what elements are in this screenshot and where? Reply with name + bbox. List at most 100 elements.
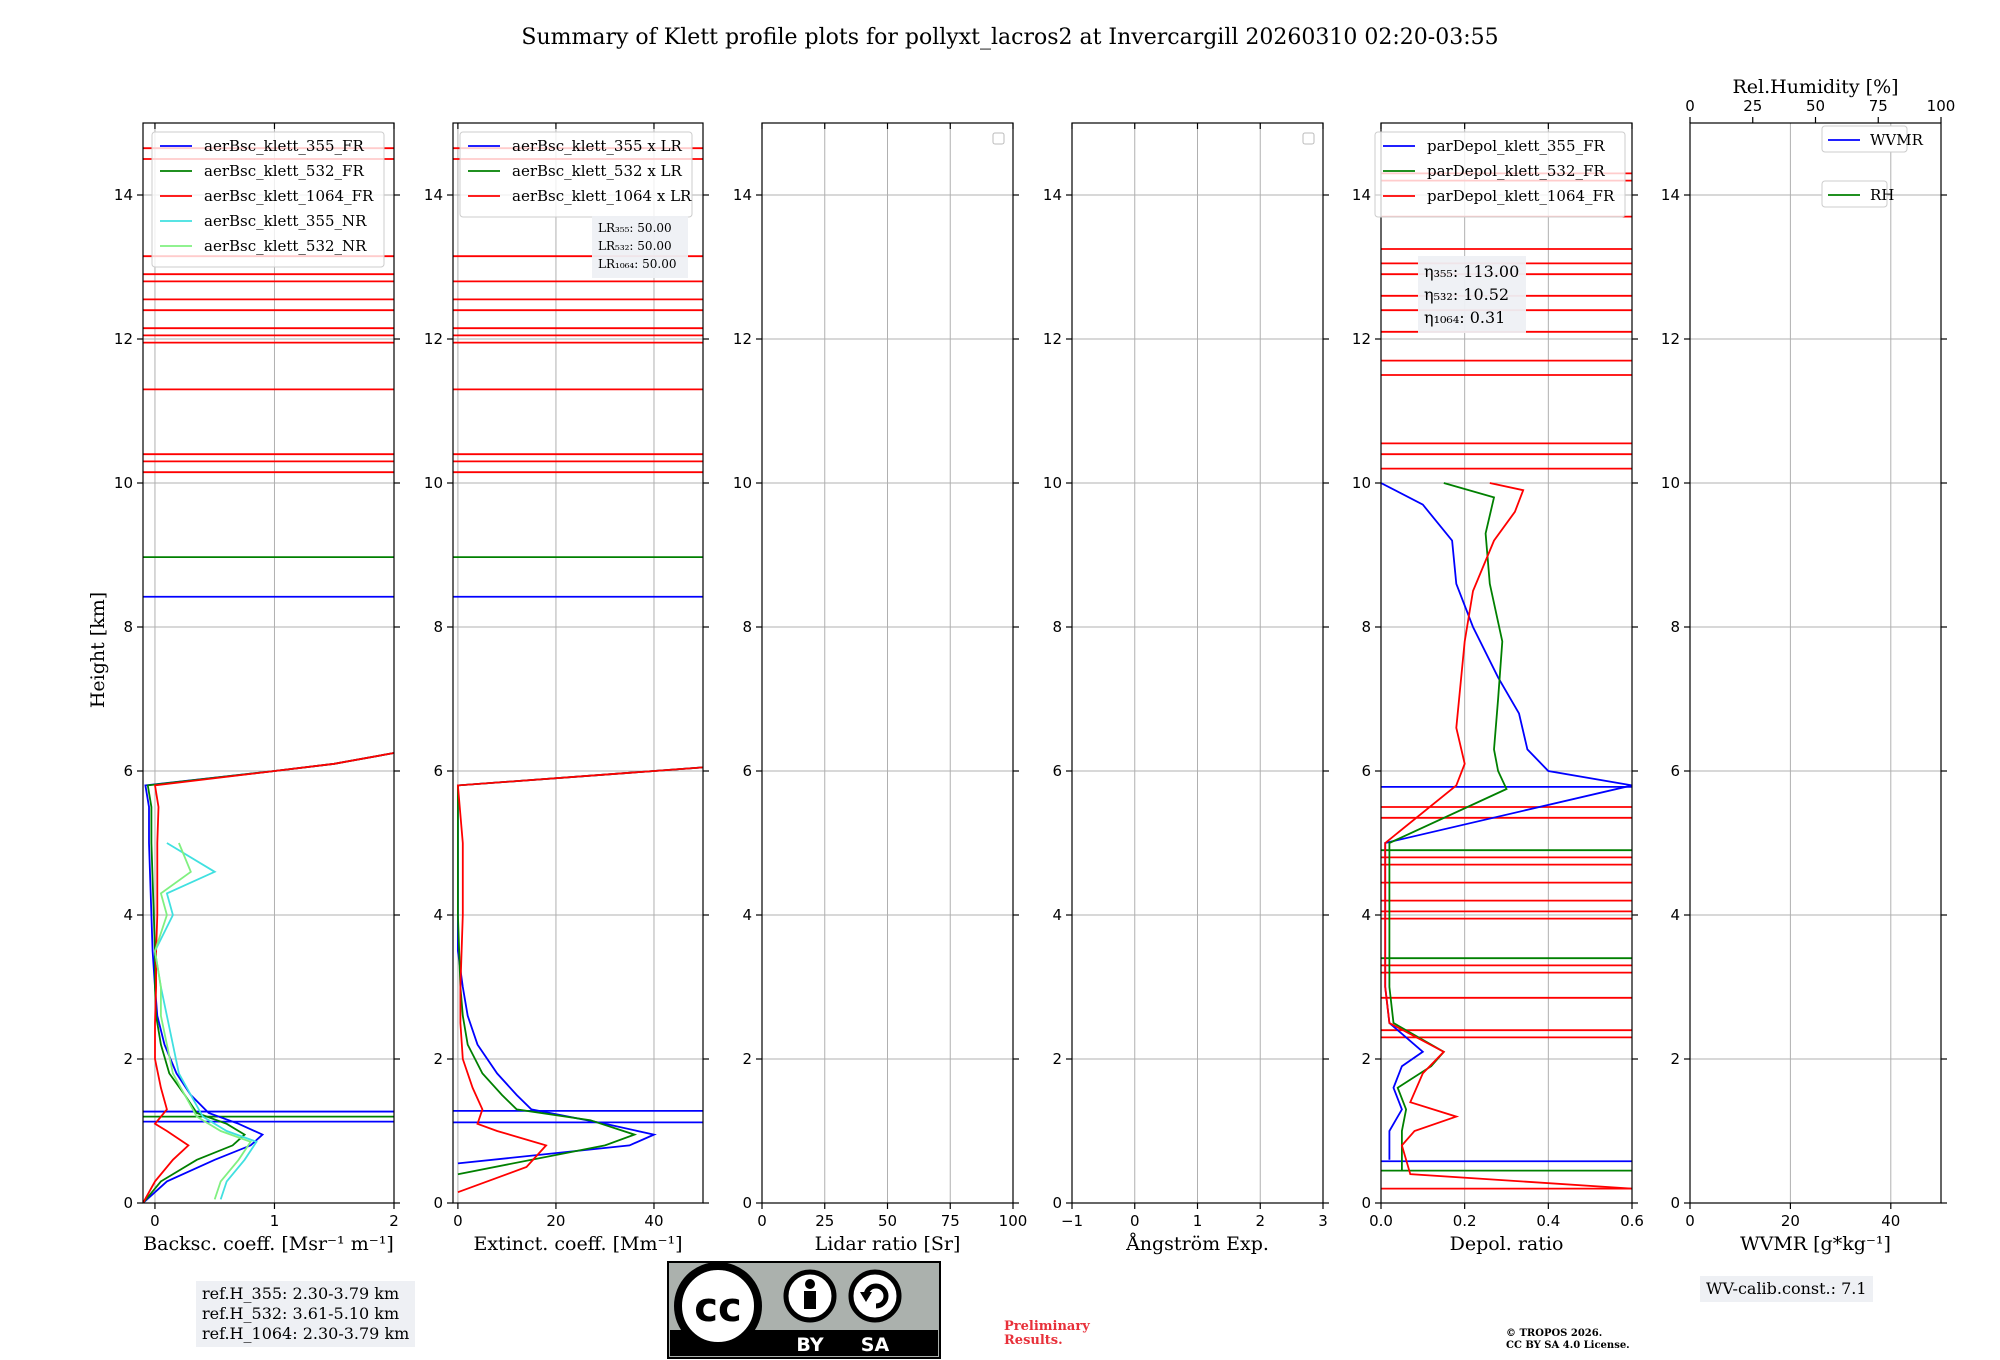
ext-xtick-label-2: 40 — [644, 1212, 663, 1230]
dep-ytick-label-3: 6 — [1361, 762, 1371, 780]
ang-xtick-label-0: −1 — [1061, 1212, 1083, 1230]
wv-xtick-label-1: 20 — [1781, 1212, 1800, 1230]
bsc-legend-label-0: aerBsc_klett_355_FR — [204, 137, 364, 155]
wv-ytick-label-0: 0 — [1670, 1194, 1680, 1212]
ext-plot-area — [453, 147, 703, 1194]
lr-ytick-label-7: 14 — [733, 186, 752, 204]
bsc-legend-label-1: aerBsc_klett_532_FR — [204, 162, 364, 180]
sa-share-icon — [848, 1269, 902, 1323]
panel-lr: 0 25 50 75 100 0 2 4 6 8 10 12 14 Lidar ratio [Sr] — [733, 122, 1028, 1255]
dep-xtick-label-1: 0.2 — [1453, 1212, 1477, 1230]
ang-ytick-label-1: 2 — [1052, 1050, 1062, 1068]
lr-ytick-label-5: 10 — [733, 474, 752, 492]
ext-legend-label-0: aerBsc_klett_355 x LR — [512, 137, 683, 155]
bsc-ytick-label-2: 4 — [123, 906, 133, 924]
dep-xtick-label-2: 0.4 — [1536, 1212, 1560, 1230]
ang-ytick-label-4: 8 — [1052, 618, 1062, 636]
dep-ytick-label-6: 12 — [1352, 330, 1371, 348]
dep-annotation-box — [1418, 256, 1526, 333]
dep-ytick-label-5: 10 — [1352, 474, 1371, 492]
ext-annotation-0: LR₃₅₅: 50.00 — [598, 221, 672, 235]
dep-ytick-label-7: 14 — [1352, 186, 1371, 204]
reference-height-box: ref.H_355: 2.30-3.79 km ref.H_532: 3.61-… — [196, 1281, 416, 1347]
ext-annotation-1: LR₅₃₂: 50.00 — [598, 239, 672, 253]
wv-ytick-label-6: 12 — [1661, 330, 1680, 348]
bsc-xlabel: Backsc. coeff. [Msr⁻¹ m⁻¹] — [143, 1233, 394, 1255]
wv-ytick-label-3: 6 — [1670, 762, 1680, 780]
lr-xtick-label-0: 0 — [757, 1212, 767, 1230]
dep-frame — [1380, 122, 1633, 1204]
bsc-ytick-label-6: 12 — [114, 330, 133, 348]
wv-legend-box-1 — [1821, 180, 1888, 208]
wv-ytick-label-2: 4 — [1670, 906, 1680, 924]
wv-legend-label-1: RH — [1870, 186, 1894, 204]
cc-circle-icon — [674, 1262, 762, 1350]
copyright-line-2: CC BY SA 4.0 License. — [1506, 1340, 1630, 1351]
cc-sa-text: SA — [861, 1334, 890, 1356]
dep-xlabel: Depol. ratio — [1450, 1233, 1564, 1255]
dep-ytick-label-4: 8 — [1361, 618, 1371, 636]
bsc-ytick-label-1: 2 — [123, 1050, 133, 1068]
wv-xtick-label-0: 0 — [1685, 1212, 1695, 1230]
prelim-line-1: Preliminary — [1004, 1319, 1090, 1334]
bsc-legend-label-2: aerBsc_klett_1064_FR — [204, 187, 374, 205]
lr-ytick-label-0: 0 — [742, 1194, 752, 1212]
ext-xtick-label-0: 0 — [453, 1212, 463, 1230]
dep-ytick-label-0: 0 — [1361, 1194, 1371, 1212]
bsc-xtick-label-0: 0 — [150, 1212, 160, 1230]
lr-ytick-label-4: 8 — [742, 618, 752, 636]
cc-license-logo: cc BY SA — [667, 1261, 941, 1359]
wv-legend-box-0 — [1821, 125, 1908, 153]
wv-top-xtick-label-2: 50 — [1806, 97, 1825, 115]
panel-dep: 0.0 0.2 0.4 0.6 0 2 4 6 8 10 12 14 Depol. ratio parDe… — [1352, 122, 1644, 1255]
bsc-series-2 — [143, 752, 394, 1203]
dep-legend-label-1: parDepol_klett_532_FR — [1427, 162, 1605, 180]
ang-ytick-label-5: 10 — [1043, 474, 1062, 492]
ref-height-355: ref.H_355: 2.30-3.79 km — [202, 1284, 400, 1303]
ang-xtick-label-2: 1 — [1193, 1212, 1203, 1230]
wv-top-xtick-label-1: 25 — [1743, 97, 1762, 115]
ext-ytick-label-1: 2 — [433, 1050, 443, 1068]
wv-top-xlabel: Rel.Humidity [%] — [1732, 76, 1898, 98]
cc-main-text: cc — [694, 1285, 741, 1331]
ang-ytick-label-7: 14 — [1043, 186, 1062, 204]
dep-series-0 — [1381, 482, 1632, 1160]
lr-ytick-label-2: 4 — [742, 906, 752, 924]
bsc-ytick-label-4: 8 — [123, 618, 133, 636]
ext-ytick-label-4: 8 — [433, 618, 443, 636]
ext-series-2 — [456, 766, 703, 1194]
wv-calibration-text: WV-calib.const.: 7.1 — [1706, 1279, 1867, 1298]
ext-annotation-box — [592, 216, 688, 278]
dep-ytick-label-1: 2 — [1361, 1050, 1371, 1068]
bsc-legend-label-4: aerBsc_klett_532_NR — [204, 237, 367, 255]
ext-series-0 — [456, 766, 703, 1165]
ang-xtick-label-1: 0 — [1130, 1212, 1140, 1230]
bsc-legend-label-3: aerBsc_klett_355_NR — [204, 212, 367, 230]
ang-ytick-label-0: 0 — [1052, 1194, 1062, 1212]
bsc-xtick-label-1: 1 — [270, 1212, 280, 1230]
wv-frame — [1689, 122, 1942, 1204]
lr-xtick-label-1: 25 — [815, 1212, 834, 1230]
wv-top-xtick-label-0: 0 — [1685, 97, 1695, 115]
y-axis-label: Height [km] — [87, 592, 109, 708]
wv-top-xtick-label-3: 75 — [1869, 97, 1888, 115]
bsc-legend-box — [151, 131, 385, 268]
lr-xtick-label-4: 100 — [999, 1212, 1028, 1230]
bsc-series-3 — [154, 842, 258, 1200]
bsc-ytick-label-0: 0 — [123, 1194, 133, 1212]
cc-by-text: BY — [796, 1334, 823, 1356]
bsc-series-0 — [143, 752, 394, 1203]
ang-ytick-label-2: 4 — [1052, 906, 1062, 924]
wv-ytick-label-1: 2 — [1670, 1050, 1680, 1068]
bsc-plot-area — [143, 147, 394, 1203]
ref-height-1064: ref.H_1064: 2.30-3.79 km — [202, 1324, 410, 1343]
dep-ytick-label-2: 4 — [1361, 906, 1371, 924]
dep-annotation-0: η₃₅₅: 113.00 — [1424, 262, 1519, 281]
bsc-series-1 — [143, 752, 394, 1203]
ext-series-1 — [456, 766, 703, 1176]
wv-ytick-label-7: 14 — [1661, 186, 1680, 204]
panel-wv: 0 20 40 0 2 4 6 8 10 12 14 WVMR [g*kg⁻¹] 0 25 50 75 100 R… — [1661, 76, 1955, 1255]
